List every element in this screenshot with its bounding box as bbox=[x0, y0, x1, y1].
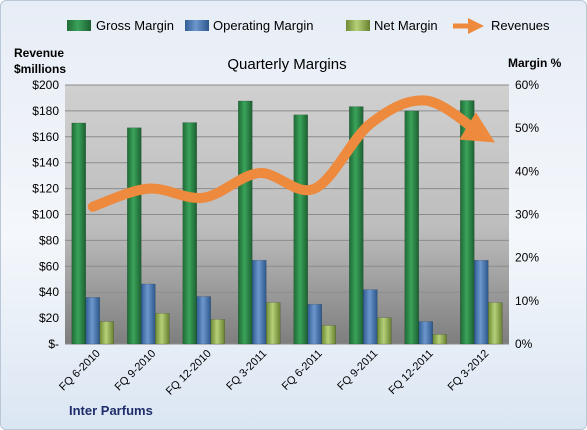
left-tick-label: $180 bbox=[32, 104, 59, 118]
right-axis-title: Margin % bbox=[508, 56, 562, 70]
left-tick-label: $120 bbox=[32, 182, 59, 196]
left-tick-label: $140 bbox=[32, 156, 59, 170]
gross-margin-bar bbox=[460, 100, 475, 345]
left-tick-label: $160 bbox=[32, 130, 59, 144]
gross-margin-bar bbox=[349, 106, 364, 345]
net-margin-bar bbox=[210, 319, 225, 345]
x-tick-label: FQ 12-2011 bbox=[386, 348, 435, 397]
legend-item-gross-margin: Gross Margin bbox=[67, 18, 174, 33]
left-axis-title-line2: $millions bbox=[14, 62, 66, 76]
gross-margin-bar bbox=[182, 122, 197, 345]
bars bbox=[71, 100, 503, 345]
footer-label: Inter Parfums bbox=[69, 403, 153, 418]
legend-swatch-net-margin bbox=[346, 20, 370, 31]
left-axis-ticks: $- $20 $40 $60 $80 $100 $120 $140 $160 $180 $200 bbox=[32, 78, 59, 351]
gross-margin-bar bbox=[293, 114, 308, 345]
gross-margin-bar bbox=[238, 100, 253, 345]
left-tick-label: $40 bbox=[39, 285, 59, 299]
right-tick-label: 30% bbox=[515, 208, 539, 222]
operating-margin-bar bbox=[363, 289, 378, 345]
legend-swatch-gross-margin bbox=[67, 20, 91, 31]
left-tick-label: $100 bbox=[32, 208, 59, 222]
left-axis-title-line1: Revenue bbox=[14, 46, 64, 60]
net-margin-bar bbox=[99, 321, 114, 345]
revenues-line bbox=[87, 95, 495, 212]
x-axis-ticks: FQ 6-2010 FQ 9-2010 FQ 12-2010 FQ 3-2011 FQ … bbox=[57, 348, 491, 398]
legend-item-operating-margin: Operating Margin bbox=[185, 18, 313, 33]
net-margin-bar bbox=[321, 325, 336, 345]
legend-label-revenues: Revenues bbox=[491, 18, 550, 33]
x-tick-label: FQ 3-2012 bbox=[446, 348, 492, 394]
left-tick-label: $200 bbox=[32, 78, 59, 92]
x-tick-label: FQ 9-2011 bbox=[335, 348, 380, 393]
operating-margin-bar bbox=[307, 304, 322, 345]
right-tick-label: 0% bbox=[515, 337, 533, 351]
net-margin-bar bbox=[266, 302, 281, 345]
left-tick-label: $60 bbox=[39, 259, 59, 273]
net-margin-bar bbox=[377, 317, 392, 345]
net-margin-bar bbox=[432, 334, 447, 345]
legend-label-operating-margin: Operating Margin bbox=[213, 18, 313, 33]
right-tick-label: 40% bbox=[515, 164, 539, 178]
legend: Gross Margin Operating Margin Net Margin… bbox=[67, 17, 550, 34]
gross-margin-bar bbox=[127, 127, 142, 345]
operating-margin-bar bbox=[85, 297, 100, 345]
x-tick-label: FQ 6-2011 bbox=[280, 348, 325, 393]
operating-margin-bar bbox=[418, 321, 433, 345]
x-tick-label: FQ 6-2010 bbox=[57, 348, 103, 394]
revenue-line-layer bbox=[87, 95, 495, 212]
net-margin-bar bbox=[488, 302, 503, 345]
left-tick-label: $80 bbox=[39, 233, 59, 247]
right-tick-label: 50% bbox=[515, 121, 539, 135]
legend-label-net-margin: Net Margin bbox=[374, 18, 438, 33]
left-tick-label: $- bbox=[48, 337, 59, 351]
x-tick-label: FQ 9-2010 bbox=[113, 348, 159, 394]
gross-margin-bar bbox=[404, 110, 419, 345]
x-tick-label: FQ 3-2011 bbox=[224, 348, 269, 393]
legend-item-net-margin: Net Margin bbox=[346, 18, 438, 33]
legend-item-revenues: Revenues bbox=[453, 17, 550, 34]
legend-swatch-operating-margin bbox=[185, 20, 209, 31]
operating-margin-bar bbox=[252, 260, 267, 345]
net-margin-bar bbox=[155, 313, 170, 345]
right-axis-ticks: 0% 10% 20% 30% 40% 50% 60% bbox=[515, 78, 539, 351]
gross-margin-bar bbox=[71, 122, 86, 345]
chart-title: Quarterly Margins bbox=[227, 56, 346, 73]
operating-margin-bar bbox=[196, 296, 211, 345]
legend-label-gross-margin: Gross Margin bbox=[96, 18, 174, 33]
operating-margin-bar bbox=[141, 283, 156, 345]
operating-margin-bar bbox=[474, 260, 489, 345]
right-tick-label: 60% bbox=[515, 78, 539, 92]
right-tick-label: 20% bbox=[515, 251, 539, 265]
right-tick-label: 10% bbox=[515, 294, 539, 308]
x-tick-label: FQ 12-2010 bbox=[164, 348, 214, 398]
left-tick-label: $20 bbox=[39, 311, 59, 325]
